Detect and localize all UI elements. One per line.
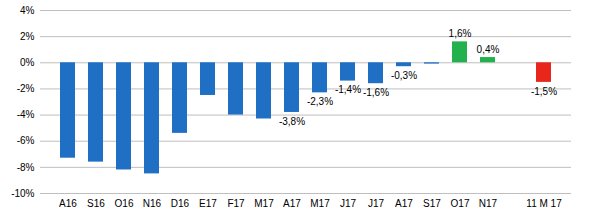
svg-text:O16: O16 <box>115 198 134 209</box>
svg-text:F17: F17 <box>227 198 245 209</box>
svg-text:-1,5%: -1,5% <box>531 86 557 97</box>
svg-text:A17: A17 <box>283 198 301 209</box>
svg-text:-0,3%: -0,3% <box>391 70 417 81</box>
svg-text:A16: A16 <box>59 198 77 209</box>
svg-text:2%: 2% <box>20 31 35 42</box>
svg-text:1,6%: 1,6% <box>449 28 472 39</box>
svg-text:4%: 4% <box>20 5 35 16</box>
svg-text:-6%: -6% <box>17 135 35 146</box>
svg-text:0,4%: 0,4% <box>477 44 500 55</box>
svg-text:S17: S17 <box>423 198 441 209</box>
svg-text:E17: E17 <box>199 198 217 209</box>
svg-text:M17: M17 <box>310 198 330 209</box>
svg-text:A17: A17 <box>395 198 413 209</box>
svg-text:J17: J17 <box>368 198 385 209</box>
svg-text:J17: J17 <box>340 198 357 209</box>
svg-text:S16: S16 <box>87 198 105 209</box>
svg-text:11 M 17: 11 M 17 <box>526 198 562 209</box>
svg-text:-1,4%: -1,4% <box>335 84 361 95</box>
svg-text:-2%: -2% <box>17 83 35 94</box>
svg-text:-3,8%: -3,8% <box>279 116 305 127</box>
svg-text:-8%: -8% <box>17 162 35 173</box>
svg-text:-10%: -10% <box>11 188 34 199</box>
svg-text:N17: N17 <box>479 198 498 209</box>
svg-text:M17: M17 <box>254 198 274 209</box>
svg-text:-4%: -4% <box>17 109 35 120</box>
svg-text:0%: 0% <box>20 57 35 68</box>
svg-text:-1,6%: -1,6% <box>363 87 389 98</box>
svg-text:N16: N16 <box>143 198 162 209</box>
svg-text:-2,3%: -2,3% <box>307 96 333 107</box>
svg-text:O17: O17 <box>451 198 470 209</box>
svg-text:D16: D16 <box>171 198 190 209</box>
